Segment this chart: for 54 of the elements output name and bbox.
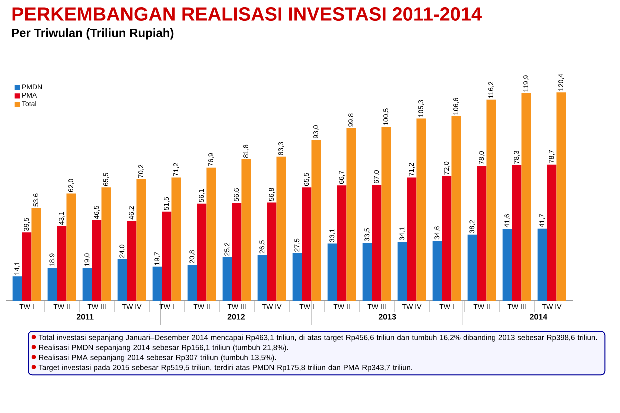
bar [328, 244, 338, 301]
text: 2012 [228, 314, 246, 320]
bar [302, 188, 312, 301]
bar [407, 178, 417, 301]
bar [232, 203, 242, 301]
text: 2011 [76, 314, 94, 320]
bar [162, 212, 172, 301]
bar [477, 166, 487, 301]
bar [188, 265, 198, 301]
chart-subtitle: Per Triwulan (Triliun Rupiah) [12, 28, 174, 40]
bar [382, 127, 392, 301]
bar [127, 221, 137, 301]
bar [416, 118, 426, 301]
bar [468, 234, 478, 301]
bar [172, 178, 182, 301]
text: 2013 [378, 314, 396, 320]
bar [522, 94, 532, 301]
bar [346, 128, 356, 301]
bar [486, 100, 496, 301]
bar [12, 276, 22, 301]
bar [92, 220, 102, 301]
bar [152, 266, 162, 301]
bar [222, 257, 232, 301]
bar [242, 159, 252, 301]
bar [118, 259, 128, 301]
bar [206, 168, 216, 301]
bar [337, 186, 347, 301]
bar [102, 188, 112, 301]
bar [57, 226, 67, 301]
bar [372, 185, 382, 301]
bar [312, 140, 322, 301]
chart-title: PERKEMBANGAN REALISASI INVESTASI 2011-2014 [12, 8, 482, 21]
bar [556, 92, 566, 301]
bar [66, 194, 76, 301]
bar [32, 208, 42, 301]
bar [538, 228, 548, 301]
bar [258, 255, 268, 301]
bar [432, 241, 442, 301]
bar [442, 176, 452, 301]
bar [82, 268, 92, 301]
bar [452, 116, 462, 301]
text: 2014 [530, 314, 548, 320]
bar [197, 204, 207, 301]
bar [547, 164, 557, 301]
bar [512, 166, 522, 301]
bar [502, 229, 512, 301]
bar [276, 156, 286, 301]
bar [362, 243, 372, 301]
bar [48, 268, 58, 301]
bar [398, 242, 408, 301]
bar [136, 180, 146, 301]
bar [292, 253, 302, 301]
bar [267, 202, 277, 301]
bar [22, 232, 32, 301]
